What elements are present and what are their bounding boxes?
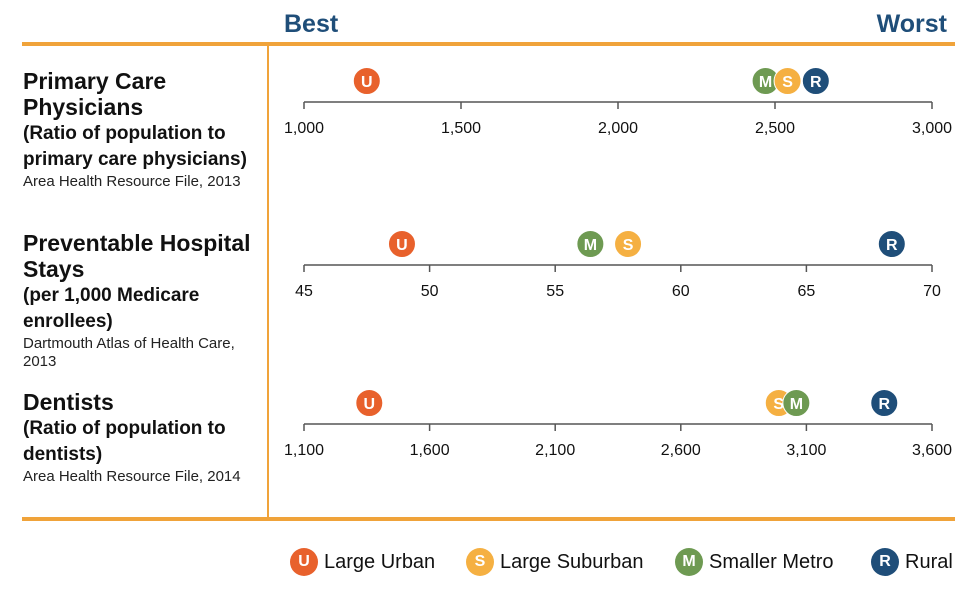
metric-subtitle: (per 1,000 Medicare enrollees) — [23, 285, 200, 332]
tick-label: 2,500 — [755, 120, 795, 137]
tick-label: 1,500 — [441, 120, 481, 137]
tick-label: 3,600 — [912, 442, 952, 459]
legend-label: Smaller Metro — [709, 550, 834, 573]
metric-source: Area Health Resource File, 2014 — [23, 468, 241, 485]
data-point-s — [614, 230, 643, 258]
metro-marker-icon: M — [675, 548, 703, 576]
legend-item-metro: M Smaller Metro — [675, 545, 833, 579]
metric-source: Dartmouth Atlas of Health Care, 2013 — [23, 335, 235, 370]
data-point-letter: R — [886, 237, 898, 254]
data-point-r — [870, 389, 899, 417]
data-point-m — [576, 230, 605, 258]
bottom-rule — [22, 517, 955, 521]
data-point-u — [387, 230, 416, 258]
worst-label: Worst — [876, 10, 947, 38]
legend-label: Rural — [905, 550, 953, 573]
top-rule — [22, 42, 955, 46]
data-point-r — [801, 67, 830, 95]
data-point-r — [877, 230, 906, 258]
data-point-letter: S — [623, 237, 634, 254]
data-point-letter: S — [773, 396, 784, 413]
metric-subtitle: (Ratio of population to dentists) — [23, 418, 226, 465]
column-divider — [267, 46, 269, 517]
tick-label: 2,000 — [598, 120, 638, 137]
data-point-u — [352, 67, 381, 95]
tick-label: 70 — [923, 283, 941, 300]
rural-marker-icon: R — [871, 548, 899, 576]
legend-item-suburban: S Large Suburban — [466, 545, 643, 579]
metric-title: Preventable Hospital Stays — [23, 230, 251, 282]
data-point-letter: U — [361, 74, 373, 91]
data-point-letter: S — [782, 74, 793, 91]
data-point-letter: M — [584, 237, 597, 254]
legend-label: Large Suburban — [500, 550, 644, 573]
metric-dentists: Dentists (Ratio of population to dentist… — [23, 389, 268, 486]
data-point-s — [773, 67, 802, 95]
tick-label: 1,600 — [410, 442, 450, 459]
suburban-marker-icon: S — [466, 548, 494, 576]
tick-label: 55 — [546, 283, 564, 300]
data-point-u — [355, 389, 384, 417]
urban-marker-icon: U — [290, 548, 318, 576]
data-point-letter: M — [759, 74, 772, 91]
data-point-letter: R — [878, 396, 890, 413]
metric-primary-care: Primary Care Physicians (Ratio of popula… — [23, 68, 268, 191]
tick-label: 1,100 — [284, 442, 324, 459]
tick-label: 3,000 — [912, 120, 952, 137]
metric-title: Primary Care Physicians — [23, 68, 167, 120]
metric-subtitle: (Ratio of population to primary care phy… — [23, 123, 247, 170]
metric-hospital-stays: Preventable Hospital Stays (per 1,000 Me… — [23, 230, 268, 371]
tick-label: 60 — [672, 283, 690, 300]
data-point-letter: M — [790, 396, 803, 413]
metric-source: Area Health Resource File, 2013 — [23, 173, 241, 190]
tick-label: 3,100 — [786, 442, 826, 459]
legend-label: Large Urban — [324, 550, 436, 573]
data-point-letter: R — [810, 74, 822, 91]
data-point-m — [782, 389, 811, 417]
tick-label: 50 — [421, 283, 439, 300]
legend-item-urban: U Large Urban — [290, 545, 435, 579]
legend-item-rural: R Rural — [871, 545, 953, 579]
data-point-letter: U — [364, 396, 376, 413]
metric-title: Dentists — [23, 389, 114, 415]
tick-label: 2,600 — [661, 442, 701, 459]
best-label: Best — [284, 10, 339, 38]
tick-label: 1,000 — [284, 120, 324, 137]
tick-label: 45 — [295, 283, 313, 300]
data-point-letter: U — [396, 237, 408, 254]
tick-label: 2,100 — [535, 442, 575, 459]
tick-label: 65 — [798, 283, 816, 300]
